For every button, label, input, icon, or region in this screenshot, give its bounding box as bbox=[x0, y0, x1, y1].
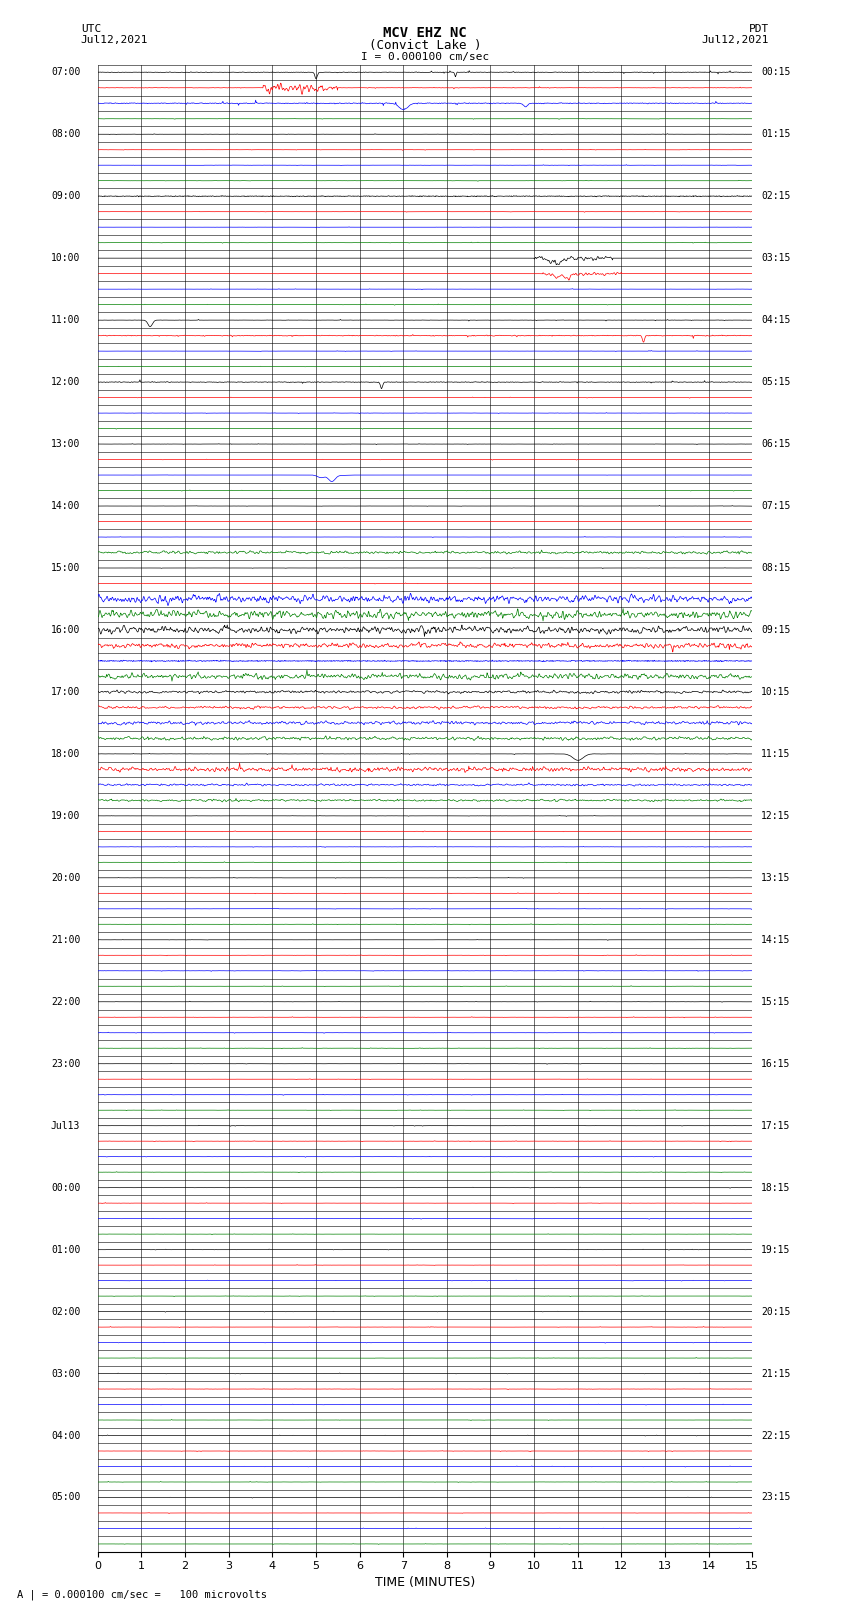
Text: 19:15: 19:15 bbox=[761, 1245, 790, 1255]
Text: 00:15: 00:15 bbox=[761, 68, 790, 77]
Text: 05:00: 05:00 bbox=[51, 1492, 80, 1502]
Text: 21:00: 21:00 bbox=[51, 936, 80, 945]
Text: 20:00: 20:00 bbox=[51, 873, 80, 882]
Text: 09:00: 09:00 bbox=[51, 192, 80, 202]
Text: 10:15: 10:15 bbox=[761, 687, 790, 697]
Text: PDT: PDT bbox=[749, 24, 769, 34]
Text: 06:15: 06:15 bbox=[761, 439, 790, 448]
Text: A | = 0.000100 cm/sec =   100 microvolts: A | = 0.000100 cm/sec = 100 microvolts bbox=[17, 1589, 267, 1600]
Text: 03:00: 03:00 bbox=[51, 1368, 80, 1379]
Text: Jul12,2021: Jul12,2021 bbox=[81, 35, 148, 45]
Text: 13:00: 13:00 bbox=[51, 439, 80, 448]
Text: MCV EHZ NC: MCV EHZ NC bbox=[383, 26, 467, 40]
Text: 02:00: 02:00 bbox=[51, 1307, 80, 1316]
Text: 18:15: 18:15 bbox=[761, 1182, 790, 1192]
Text: 23:15: 23:15 bbox=[761, 1492, 790, 1502]
Text: 14:15: 14:15 bbox=[761, 936, 790, 945]
Text: 02:15: 02:15 bbox=[761, 192, 790, 202]
Text: 07:15: 07:15 bbox=[761, 502, 790, 511]
Text: 07:00: 07:00 bbox=[51, 68, 80, 77]
Text: 23:00: 23:00 bbox=[51, 1058, 80, 1069]
Text: 22:15: 22:15 bbox=[761, 1431, 790, 1440]
Text: 21:15: 21:15 bbox=[761, 1368, 790, 1379]
Text: 12:15: 12:15 bbox=[761, 811, 790, 821]
Text: 10:00: 10:00 bbox=[51, 253, 80, 263]
Text: 13:15: 13:15 bbox=[761, 873, 790, 882]
Text: UTC: UTC bbox=[81, 24, 101, 34]
Text: 11:00: 11:00 bbox=[51, 315, 80, 326]
X-axis label: TIME (MINUTES): TIME (MINUTES) bbox=[375, 1576, 475, 1589]
Text: 04:15: 04:15 bbox=[761, 315, 790, 326]
Text: 17:15: 17:15 bbox=[761, 1121, 790, 1131]
Text: 12:00: 12:00 bbox=[51, 377, 80, 387]
Text: 22:00: 22:00 bbox=[51, 997, 80, 1007]
Text: 09:15: 09:15 bbox=[761, 624, 790, 636]
Text: 16:15: 16:15 bbox=[761, 1058, 790, 1069]
Text: 03:15: 03:15 bbox=[761, 253, 790, 263]
Text: (Convict Lake ): (Convict Lake ) bbox=[369, 39, 481, 52]
Text: 08:15: 08:15 bbox=[761, 563, 790, 573]
Text: 04:00: 04:00 bbox=[51, 1431, 80, 1440]
Text: 01:15: 01:15 bbox=[761, 129, 790, 139]
Text: 14:00: 14:00 bbox=[51, 502, 80, 511]
Text: 16:00: 16:00 bbox=[51, 624, 80, 636]
Text: 00:00: 00:00 bbox=[51, 1182, 80, 1192]
Text: 15:15: 15:15 bbox=[761, 997, 790, 1007]
Text: 18:00: 18:00 bbox=[51, 748, 80, 758]
Text: 17:00: 17:00 bbox=[51, 687, 80, 697]
Text: 11:15: 11:15 bbox=[761, 748, 790, 758]
Text: 05:15: 05:15 bbox=[761, 377, 790, 387]
Text: 20:15: 20:15 bbox=[761, 1307, 790, 1316]
Text: 19:00: 19:00 bbox=[51, 811, 80, 821]
Text: 15:00: 15:00 bbox=[51, 563, 80, 573]
Text: Jul12,2021: Jul12,2021 bbox=[702, 35, 769, 45]
Text: 08:00: 08:00 bbox=[51, 129, 80, 139]
Text: I = 0.000100 cm/sec: I = 0.000100 cm/sec bbox=[361, 52, 489, 61]
Text: Jul13: Jul13 bbox=[51, 1121, 80, 1131]
Text: 01:00: 01:00 bbox=[51, 1245, 80, 1255]
